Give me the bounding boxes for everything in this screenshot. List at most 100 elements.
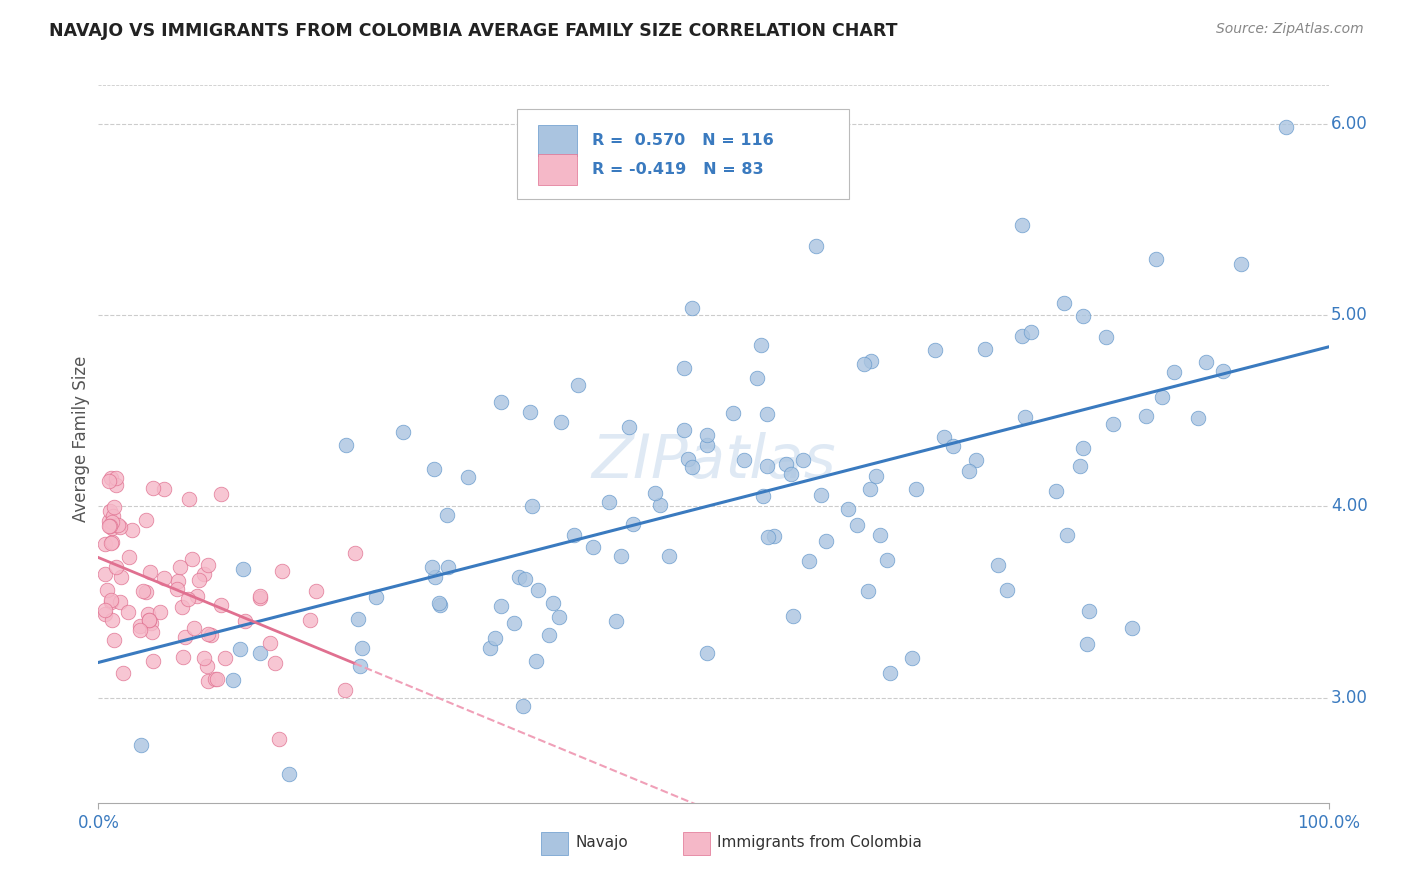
- Point: [869, 527, 891, 541]
- Point: [901, 651, 924, 665]
- Point: [93, 607, 115, 621]
- Point: [696, 428, 718, 442]
- Point: [749, 337, 772, 351]
- Point: [1094, 330, 1116, 344]
- Point: [333, 683, 356, 698]
- Point: [169, 560, 191, 574]
- Point: [392, 425, 415, 439]
- Point: [138, 613, 160, 627]
- Point: [177, 591, 200, 606]
- Text: 5.00: 5.00: [1331, 306, 1368, 324]
- Point: [101, 613, 124, 627]
- Point: [1071, 309, 1094, 323]
- Point: [100, 535, 122, 549]
- Point: [209, 487, 232, 501]
- Point: [183, 621, 205, 635]
- Point: [853, 357, 876, 371]
- Point: [135, 585, 157, 599]
- Point: [139, 616, 162, 631]
- Point: [108, 595, 131, 609]
- Text: NAVAJO VS IMMIGRANTS FROM COLOMBIA AVERAGE FAMILY SIZE CORRELATION CHART: NAVAJO VS IMMIGRANTS FROM COLOMBIA AVERA…: [49, 22, 897, 40]
- Point: [527, 582, 550, 597]
- Point: [479, 641, 502, 656]
- Point: [135, 513, 157, 527]
- Point: [763, 529, 786, 543]
- Point: [94, 603, 117, 617]
- Point: [548, 610, 571, 624]
- Point: [1078, 604, 1101, 618]
- Point: [524, 654, 547, 668]
- Point: [103, 632, 125, 647]
- Point: [128, 624, 150, 638]
- Point: [865, 469, 887, 483]
- Point: [207, 672, 229, 686]
- Point: [756, 459, 779, 474]
- Point: [427, 596, 450, 610]
- Point: [1163, 365, 1185, 379]
- Point: [792, 453, 814, 467]
- Point: [101, 520, 124, 534]
- Point: [98, 519, 121, 533]
- Text: Navajo: Navajo: [576, 835, 628, 850]
- Point: [429, 599, 451, 613]
- Point: [610, 549, 633, 563]
- Point: [1102, 417, 1125, 431]
- Point: [797, 554, 820, 568]
- Point: [142, 482, 165, 496]
- Point: [879, 665, 901, 680]
- Point: [538, 628, 561, 642]
- Point: [1014, 410, 1036, 425]
- Point: [1071, 441, 1094, 455]
- Point: [814, 533, 837, 548]
- Point: [111, 665, 134, 680]
- Point: [259, 636, 281, 650]
- Point: [859, 354, 882, 368]
- FancyBboxPatch shape: [537, 125, 576, 156]
- Point: [1121, 621, 1143, 635]
- Point: [93, 536, 115, 550]
- Point: [100, 595, 122, 609]
- Point: [780, 467, 803, 481]
- Text: Immigrants from Colombia: Immigrants from Colombia: [717, 835, 922, 850]
- Point: [110, 570, 132, 584]
- Point: [1187, 411, 1209, 425]
- Point: [1069, 458, 1091, 473]
- Point: [232, 562, 254, 576]
- Point: [214, 651, 236, 665]
- Point: [110, 519, 132, 533]
- Point: [520, 500, 543, 514]
- Point: [1152, 390, 1174, 404]
- Point: [343, 546, 366, 560]
- Point: [942, 440, 965, 454]
- Point: [775, 458, 797, 472]
- Point: [98, 503, 121, 517]
- FancyBboxPatch shape: [517, 109, 849, 200]
- Point: [200, 628, 222, 642]
- Point: [747, 370, 769, 384]
- Point: [129, 738, 152, 752]
- Point: [965, 453, 987, 467]
- Point: [436, 508, 458, 523]
- Point: [197, 558, 219, 572]
- Point: [437, 559, 460, 574]
- Point: [167, 574, 190, 589]
- Point: [550, 416, 572, 430]
- Point: [104, 478, 127, 492]
- Point: [423, 569, 446, 583]
- Point: [422, 560, 444, 574]
- Point: [484, 631, 506, 645]
- Point: [905, 482, 928, 496]
- Point: [1135, 409, 1157, 424]
- Point: [121, 524, 143, 538]
- Point: [105, 560, 128, 574]
- Point: [98, 514, 121, 528]
- Point: [177, 492, 200, 507]
- Point: [117, 605, 139, 619]
- Point: [101, 515, 124, 529]
- Point: [136, 607, 159, 621]
- Point: [142, 654, 165, 668]
- Point: [305, 583, 328, 598]
- Point: [366, 591, 388, 605]
- Point: [489, 599, 512, 614]
- Point: [193, 650, 215, 665]
